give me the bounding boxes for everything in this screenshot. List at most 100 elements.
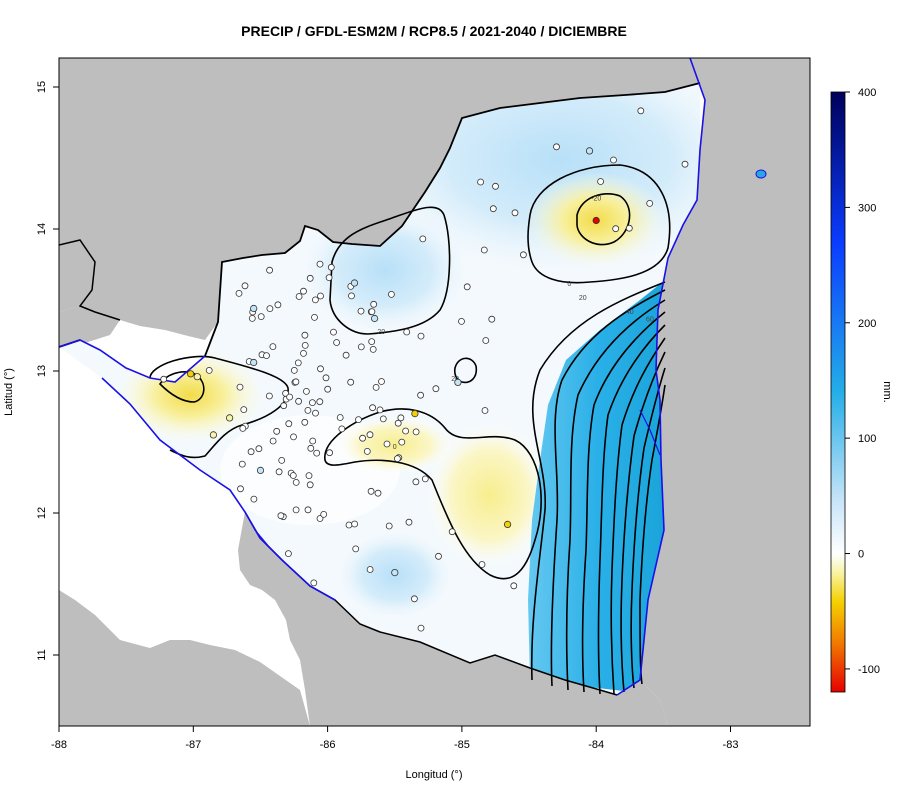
colored-station-marker — [256, 466, 265, 474]
station-marker — [280, 402, 288, 410]
station-marker — [277, 512, 285, 520]
station-marker — [274, 301, 282, 309]
station-marker — [488, 315, 496, 323]
station-marker — [326, 449, 334, 457]
station-marker — [510, 582, 518, 590]
contour-coast-120 — [610, 337, 666, 695]
contour-label: 20 — [377, 329, 385, 336]
colored-station-marker — [411, 409, 419, 418]
station-marker — [306, 481, 314, 489]
station-marker — [410, 595, 418, 603]
y-axis: 11 12 13 14 15 — [36, 81, 59, 661]
station-marker — [294, 359, 302, 367]
station-marker — [370, 300, 378, 308]
station-marker — [397, 414, 405, 422]
honduras-border-west — [59, 239, 121, 321]
colored-station-marker — [454, 378, 462, 386]
station-marker — [368, 338, 376, 346]
station-marker — [520, 251, 527, 259]
station-marker — [308, 399, 316, 407]
colored-station-marker — [370, 314, 379, 323]
station-marker — [398, 438, 406, 446]
contour-northeast-minus20 — [576, 192, 631, 246]
station-marker — [316, 398, 324, 406]
station-marker — [511, 209, 519, 217]
station-marker — [241, 282, 249, 290]
station-marker — [286, 393, 294, 401]
station-marker — [310, 579, 318, 587]
station-marker — [368, 308, 376, 316]
station-marker — [313, 449, 321, 457]
colored-station-marker — [592, 216, 600, 225]
station-marker — [160, 375, 168, 383]
contour-coast-40 — [550, 289, 666, 687]
station-marker — [482, 337, 490, 344]
station-marker — [302, 387, 310, 395]
station-marker — [478, 561, 486, 568]
map-frame — [58, 57, 811, 727]
land-east — [640, 58, 810, 726]
station-marker — [477, 178, 485, 186]
station-marker — [330, 328, 337, 336]
station-marker — [290, 366, 298, 374]
station-marker — [269, 437, 277, 445]
land-costa-rica — [238, 512, 668, 726]
station-marker — [379, 415, 387, 423]
contour-coast-80 — [581, 311, 666, 693]
colorbar-tick-label: 100 — [858, 433, 876, 445]
station-marker — [300, 287, 307, 295]
station-marker — [266, 305, 274, 313]
colored-station-marker — [250, 304, 258, 313]
station-marker — [290, 433, 297, 441]
x-tick-label: -84 — [588, 739, 604, 751]
station-marker — [366, 566, 374, 573]
station-marker — [307, 444, 315, 452]
x-axis-label: Longitud (°) — [406, 769, 463, 781]
station-marker — [387, 290, 395, 298]
station-marker — [610, 156, 617, 164]
station-marker — [278, 456, 286, 464]
station-marker — [367, 487, 375, 495]
station-marker — [312, 409, 319, 417]
map-panel: -20 0 20 40 60 20 20 0 — [59, 58, 810, 726]
station-marker — [355, 416, 362, 424]
contour-label: 0 — [567, 281, 571, 288]
station-marker — [324, 385, 332, 393]
station-marker — [342, 351, 350, 359]
station-marker — [320, 511, 328, 518]
station-marker — [421, 475, 429, 483]
station-marker — [301, 341, 309, 349]
station-marker — [301, 331, 309, 339]
colored-station-marker — [226, 414, 234, 422]
station-marker — [327, 263, 335, 271]
station-marker — [248, 314, 256, 322]
colorbar-ticks: -100 0 100 200 300 400 — [845, 87, 880, 676]
station-marker — [322, 374, 330, 382]
station-marker — [239, 424, 247, 432]
station-marker — [316, 515, 324, 522]
land-honduras — [59, 58, 700, 340]
station-marker — [338, 425, 346, 433]
station-marker — [417, 624, 425, 632]
colored-station-markers — [187, 147, 600, 577]
station-marker — [393, 455, 401, 463]
y-tick-label: 11 — [36, 649, 48, 660]
station-marker — [348, 292, 355, 300]
station-marker — [403, 328, 411, 336]
x-axis: -88 -87 -86 -85 -84 -83 — [51, 726, 738, 751]
station-marker — [300, 349, 307, 357]
contour-label: 20 — [579, 295, 587, 302]
station-marker — [265, 392, 273, 400]
colored-station-marker — [250, 358, 258, 367]
colorbar-tick-label: 400 — [858, 87, 876, 99]
station-marker — [306, 274, 314, 282]
station-marker — [383, 440, 391, 448]
station-marker — [553, 143, 560, 151]
island-east — [755, 169, 767, 179]
station-marker — [463, 283, 471, 291]
station-marker — [597, 178, 604, 185]
station-marker — [489, 205, 497, 213]
station-marker — [646, 199, 654, 207]
station-marker — [363, 447, 371, 455]
